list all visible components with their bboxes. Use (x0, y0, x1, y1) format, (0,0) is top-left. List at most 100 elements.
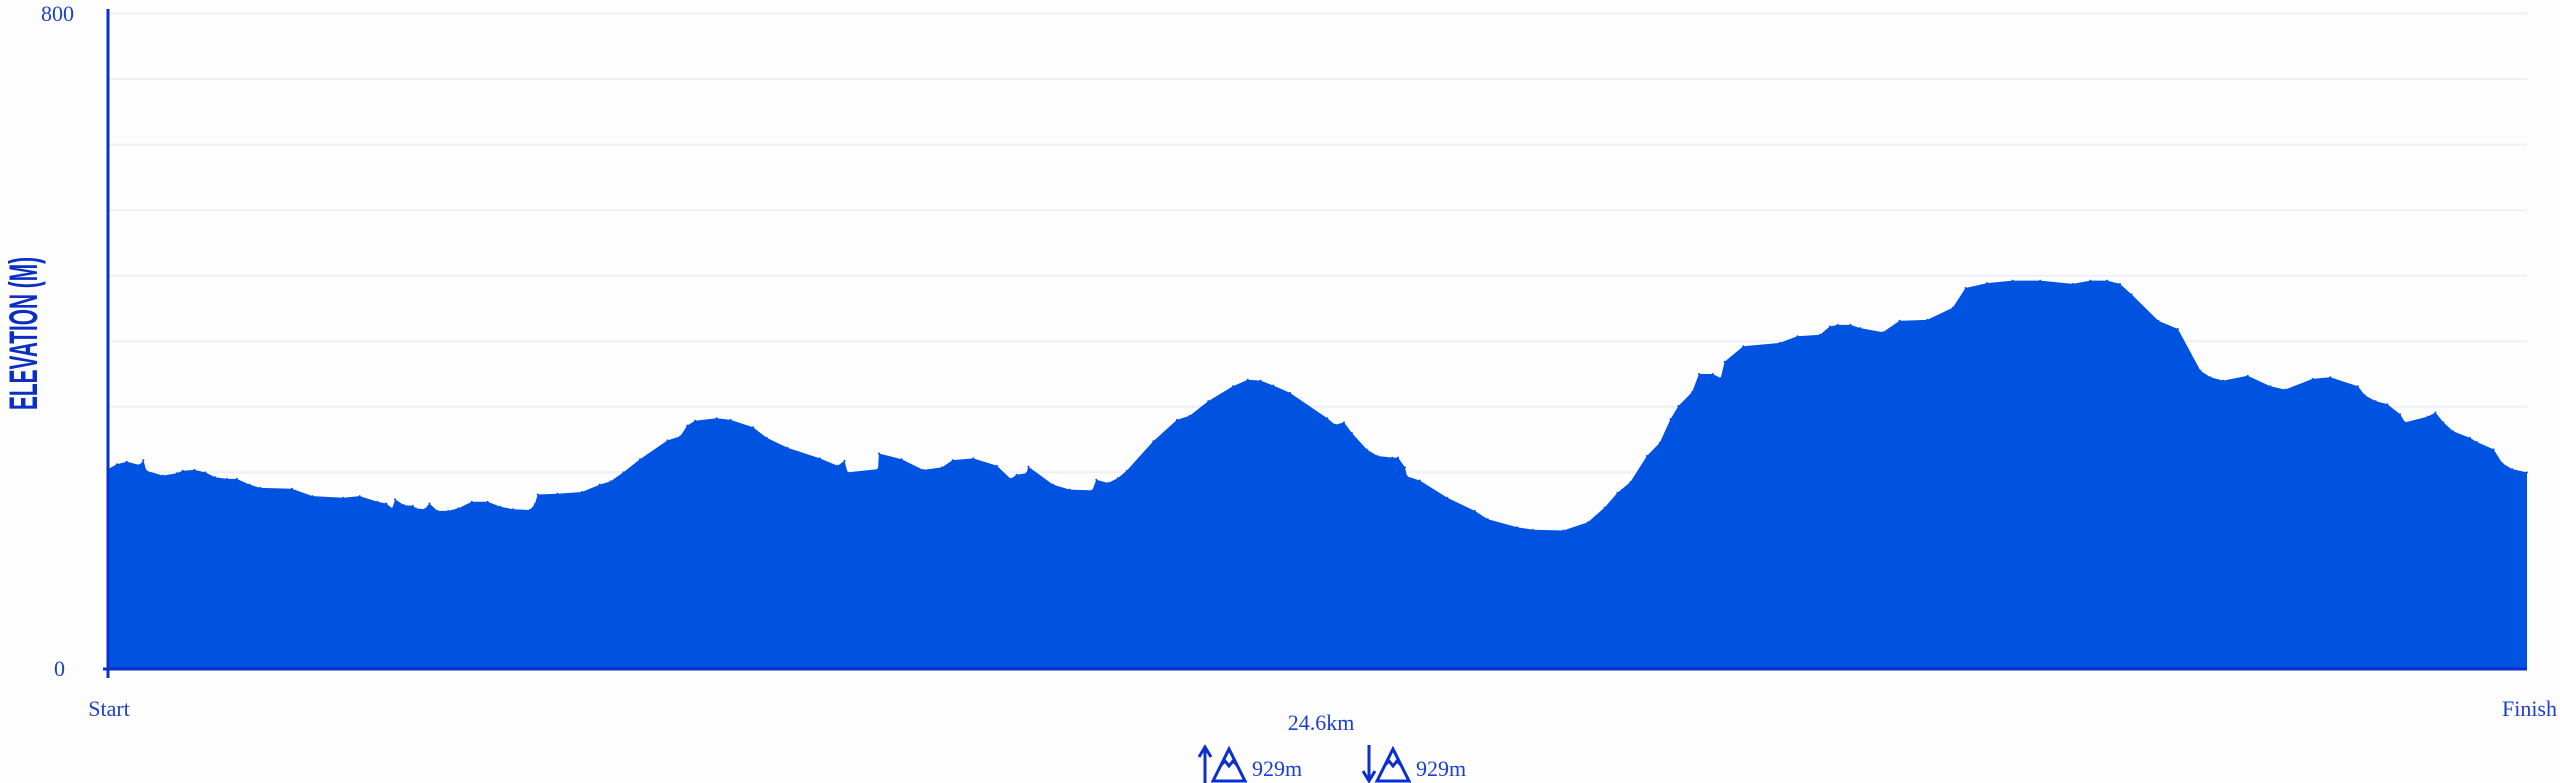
x-tick-label-finish: Finish (2502, 696, 2557, 721)
elevation-point (204, 471, 207, 474)
elevation-point (2452, 430, 2455, 433)
elevation-point (694, 419, 696, 422)
elevation-point (2363, 394, 2366, 397)
elevation-point (786, 446, 789, 449)
elevation-point (2311, 377, 2314, 380)
elevation-point (2130, 293, 2133, 296)
elevation-point (311, 495, 314, 498)
elevation-point (2501, 462, 2504, 465)
elevation-point (226, 477, 228, 480)
y-axis-title: ELEVATION (M) (2, 257, 46, 410)
elevation-point (1516, 526, 1519, 529)
elevation-point (1723, 360, 1726, 363)
elevation-point (2071, 282, 2074, 285)
elevation-point (259, 486, 262, 489)
elevation-point (1404, 466, 1406, 469)
elevation-point (846, 471, 849, 474)
arrow-up-mountain-icon (1197, 744, 1248, 783)
elevation-point (1859, 327, 1862, 330)
elevation-point (1819, 333, 1821, 336)
elevation-point (1259, 379, 1262, 382)
elevation-point (2246, 374, 2249, 377)
elevation-point (2176, 328, 2179, 330)
elevation-point (2492, 448, 2495, 451)
y-tick-label-min: 0 (54, 656, 65, 681)
elevation-point (2089, 279, 2092, 282)
elevation-point (486, 500, 489, 503)
arrow-down-mountain-icon (1361, 745, 1412, 783)
elevation-point (1350, 432, 1353, 434)
elevation-point (2442, 421, 2445, 424)
elevation-point (2209, 376, 2212, 379)
elevation-point (715, 417, 718, 420)
elevation-point (1397, 456, 1400, 459)
elevation-point (1796, 335, 1799, 338)
elevation-point (1669, 418, 1672, 421)
elevation-point (1698, 373, 1700, 375)
elevation-point (1473, 509, 1476, 512)
elevation-point (1446, 496, 1449, 499)
elevation-point (1052, 483, 1054, 486)
elevation-point (447, 509, 450, 512)
elevation-point (1645, 455, 1648, 457)
elevation-point (679, 435, 682, 438)
elevation-point (1025, 472, 1028, 475)
elevation-point (512, 508, 515, 511)
elevation-point (1719, 377, 1722, 380)
elevation-point (403, 504, 405, 507)
elevation-point (843, 459, 846, 462)
elevation-point (972, 457, 975, 460)
elevation-point (1629, 481, 1632, 484)
elevation-point (1849, 323, 1852, 326)
elevation-point (1391, 456, 1394, 459)
elevation-point (639, 458, 641, 461)
elevation-point (235, 477, 238, 480)
elevation-point (1986, 282, 1989, 285)
elevation-point (836, 464, 839, 467)
elevation-point (1562, 529, 1565, 532)
elevation-point (428, 502, 431, 505)
elevation-point (2426, 415, 2429, 418)
elevation-point (2399, 413, 2402, 416)
elevation-point (1334, 423, 1337, 426)
elevation-point (922, 468, 925, 471)
elevation-point (995, 464, 998, 467)
elevation-point (1326, 417, 1329, 420)
elevation-point (142, 459, 145, 462)
elevation-point (2374, 400, 2377, 403)
elevation-point (877, 468, 879, 471)
elevation-point (342, 496, 344, 499)
elevation-point (556, 492, 559, 495)
elevation-point (2269, 385, 2272, 388)
elevation-point (436, 509, 439, 512)
elevation-point (2526, 471, 2528, 474)
elevation-point (2511, 468, 2514, 471)
elevation-point (470, 500, 473, 503)
elevation-point (1188, 414, 1191, 417)
elevation-point (394, 498, 397, 501)
elevation-point (2404, 421, 2407, 424)
elevation-point (2356, 385, 2359, 388)
elevation-point (1125, 469, 1128, 472)
elevation-point (1964, 287, 1967, 289)
elevation-point (940, 466, 943, 469)
elevation-point (138, 464, 141, 466)
elevation-point (2106, 279, 2109, 282)
elevation-point (1531, 528, 1534, 531)
descent-value: 929m (1416, 756, 1466, 781)
elevation-point (175, 472, 178, 475)
elevation-points (107, 279, 2528, 532)
elevation-point (686, 424, 689, 427)
elevation-point (900, 458, 903, 461)
elevation-point (1231, 385, 1234, 388)
elevation-point (666, 439, 669, 442)
elevation-point (2329, 376, 2332, 379)
elevation-point (622, 471, 625, 474)
elevation-point (1711, 373, 1714, 375)
elevation-point (1691, 391, 1694, 394)
elevation-point (1603, 506, 1606, 509)
elevation-point (536, 493, 539, 496)
elevation-point (1926, 318, 1929, 321)
elevation-point (1343, 421, 1345, 424)
elevation-point (752, 426, 755, 429)
